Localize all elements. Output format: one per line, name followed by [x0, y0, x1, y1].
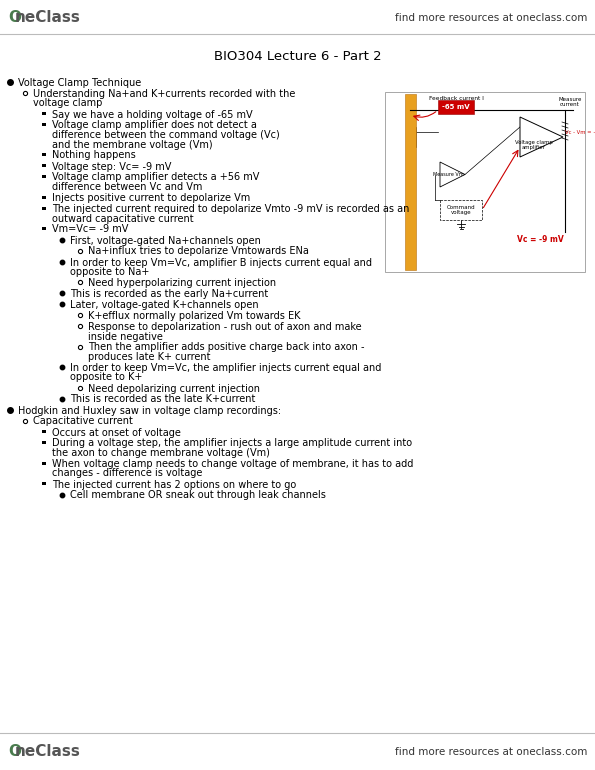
Text: Voltage clamp amplifier detects a +56 mV: Voltage clamp amplifier detects a +56 mV	[52, 172, 259, 182]
Bar	[438, 100, 474, 114]
Text: K+efflux normally polarized Vm towards EK: K+efflux normally polarized Vm towards E…	[88, 311, 300, 321]
Text: difference between the command voltage (Vc): difference between the command voltage (…	[52, 130, 280, 140]
Text: In order to keep Vm=Vc, amplifier B injects current equal and: In order to keep Vm=Vc, amplifier B inje…	[70, 257, 372, 267]
Text: Measure
current: Measure current	[558, 96, 582, 107]
Text: Injects positive current to depolarize Vm: Injects positive current to depolarize V…	[52, 193, 250, 203]
Text: Measure Vm: Measure Vm	[433, 172, 464, 177]
Text: This is recorded as the late K+current: This is recorded as the late K+current	[70, 394, 255, 404]
Text: neClass: neClass	[15, 745, 81, 759]
Polygon shape	[520, 117, 563, 157]
Text: Then the amplifier adds positive charge back into axon -: Then the amplifier adds positive charge …	[88, 343, 365, 353]
Text: Feedback current I: Feedback current I	[428, 95, 483, 101]
Text: Occurs at onset of voltage: Occurs at onset of voltage	[52, 427, 181, 437]
Text: Vc - Vm = +56 mV: Vc - Vm = +56 mV	[565, 129, 595, 135]
Text: Response to depolarization - rush out of axon and make: Response to depolarization - rush out of…	[88, 322, 362, 332]
Bar	[42, 196, 46, 199]
Text: -65 mV: -65 mV	[442, 104, 470, 110]
Bar	[440, 200, 482, 220]
Text: Need hyperpolarizing current injection: Need hyperpolarizing current injection	[88, 278, 276, 288]
Text: changes - difference is voltage: changes - difference is voltage	[52, 468, 202, 478]
Text: This is recorded as the early Na+current: This is recorded as the early Na+current	[70, 289, 268, 299]
Text: neClass: neClass	[15, 11, 81, 25]
Text: Voltage clamp
amplifier: Voltage clamp amplifier	[515, 139, 553, 150]
Text: When voltage clamp needs to change voltage of membrane, it has to add: When voltage clamp needs to change volta…	[52, 459, 414, 469]
Text: Command
voltage: Command voltage	[447, 205, 475, 216]
Text: Say we have a holding voltage of -65 mV: Say we have a holding voltage of -65 mV	[52, 109, 253, 119]
Bar	[42, 175, 46, 179]
Text: opposite to Na+: opposite to Na+	[70, 267, 149, 277]
Text: O: O	[8, 745, 21, 759]
Polygon shape	[440, 162, 465, 187]
Text: produces late K+ current: produces late K+ current	[88, 352, 211, 362]
Text: opposite to K+: opposite to K+	[70, 373, 142, 383]
Text: Understanding Na+and K+currents recorded with the: Understanding Na+and K+currents recorded…	[33, 89, 295, 99]
Text: During a voltage step, the amplifier injects a large amplitude current into: During a voltage step, the amplifier inj…	[52, 438, 412, 448]
Text: In order to keep Vm=Vc, the amplifier injects current equal and: In order to keep Vm=Vc, the amplifier in…	[70, 363, 381, 373]
Text: Cell membrane OR sneak out through leak channels: Cell membrane OR sneak out through leak …	[70, 490, 326, 500]
Text: voltage clamp: voltage clamp	[33, 99, 102, 109]
Text: inside negative: inside negative	[88, 332, 163, 342]
Bar	[42, 441, 46, 444]
Bar	[42, 164, 46, 167]
Bar	[42, 462, 46, 465]
Bar	[42, 153, 46, 156]
Text: BIO304 Lecture 6 - Part 2: BIO304 Lecture 6 - Part 2	[214, 51, 381, 63]
Bar	[42, 112, 46, 115]
Text: O: O	[8, 11, 21, 25]
Bar	[405, 94, 416, 270]
Text: and the membrane voltage (Vm): and the membrane voltage (Vm)	[52, 139, 212, 149]
Text: Later, voltage-gated K+channels open: Later, voltage-gated K+channels open	[70, 300, 259, 310]
Bar	[42, 206, 46, 210]
Text: Voltage step: Vc= -9 mV: Voltage step: Vc= -9 mV	[52, 162, 171, 172]
Text: Voltage Clamp Technique: Voltage Clamp Technique	[18, 78, 141, 88]
Text: First, voltage-gated Na+channels open: First, voltage-gated Na+channels open	[70, 236, 261, 246]
Text: Vc = -9 mV: Vc = -9 mV	[516, 236, 563, 245]
Text: difference between Vc and Vm: difference between Vc and Vm	[52, 182, 202, 192]
Text: Capacitative current: Capacitative current	[33, 417, 133, 427]
Text: Need depolarizing current injection: Need depolarizing current injection	[88, 383, 260, 393]
Bar	[42, 430, 46, 434]
Text: Vm=Vc= -9 mV: Vm=Vc= -9 mV	[52, 225, 129, 235]
Text: Hodgkin and Huxley saw in voltage clamp recordings:: Hodgkin and Huxley saw in voltage clamp …	[18, 406, 281, 416]
Text: Na+influx tries to depolarize Vmtowards ENa: Na+influx tries to depolarize Vmtowards …	[88, 246, 309, 256]
Text: Voltage clamp amplifier does not detect a: Voltage clamp amplifier does not detect …	[52, 120, 257, 130]
Text: The injected current required to depolarize Vmto -9 mV is recorded as an: The injected current required to depolar…	[52, 204, 409, 214]
Text: find more resources at oneclass.com: find more resources at oneclass.com	[394, 13, 587, 23]
Text: Nothing happens: Nothing happens	[52, 150, 136, 160]
Text: find more resources at oneclass.com: find more resources at oneclass.com	[394, 747, 587, 757]
Text: outward capacitative current: outward capacitative current	[52, 213, 193, 223]
Bar	[42, 482, 46, 485]
Text: the axon to change membrane voltage (Vm): the axon to change membrane voltage (Vm)	[52, 448, 270, 458]
Text: The injected current has 2 options on where to go: The injected current has 2 options on wh…	[52, 480, 296, 490]
Bar	[385, 92, 585, 272]
Bar	[42, 227, 46, 230]
Bar	[42, 123, 46, 126]
